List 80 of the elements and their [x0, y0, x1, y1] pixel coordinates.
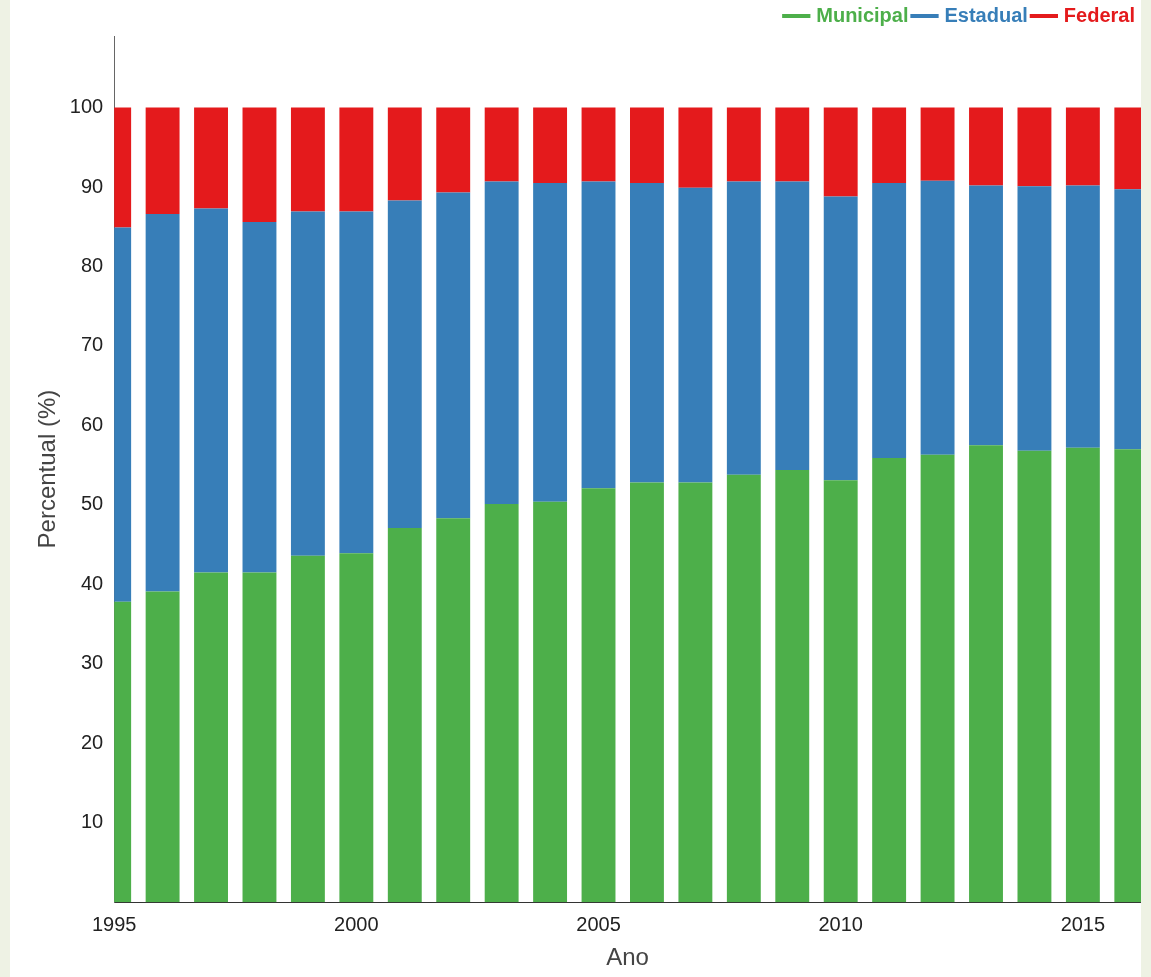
bar [194, 107, 228, 209]
bar [630, 183, 664, 483]
bar [1017, 186, 1052, 451]
bar [775, 181, 810, 470]
bar [678, 482, 713, 903]
bar [630, 482, 664, 903]
legend-label: Municipal [816, 3, 909, 26]
y-tick-label: 20 [80, 730, 104, 753]
bar [387, 200, 422, 528]
bar [678, 107, 713, 188]
bar [872, 183, 907, 458]
bar [726, 474, 761, 903]
bar [823, 107, 858, 197]
x-tick-label: 2000 [334, 912, 379, 935]
bar [533, 183, 568, 502]
bar [920, 107, 955, 181]
y-tick-label: 40 [80, 571, 104, 594]
bar [1065, 447, 1100, 903]
bar [1017, 450, 1052, 903]
x-tick-label: 1995 [91, 912, 137, 935]
bar [630, 107, 664, 184]
bar [436, 107, 471, 193]
x-tick-label: 2005 [576, 912, 621, 935]
y-tick-label: 80 [80, 253, 104, 276]
bar [339, 107, 374, 212]
bar [194, 572, 228, 903]
bar [484, 107, 519, 182]
bar [1017, 107, 1052, 187]
bar [969, 445, 1003, 903]
y-tick-label: 10 [80, 810, 104, 833]
bar [339, 553, 374, 903]
bar [920, 454, 955, 903]
bar [484, 181, 519, 505]
bar [290, 107, 325, 212]
bar [436, 192, 471, 519]
bar [726, 181, 761, 475]
bar [533, 501, 568, 903]
bar [145, 107, 180, 215]
bar [775, 107, 810, 182]
bar [872, 107, 907, 184]
x-axis-title: Ano [606, 943, 649, 971]
y-axis-title: Percentual (%) [33, 389, 61, 549]
y-tick-label: 30 [80, 651, 104, 674]
bar [242, 572, 277, 903]
bar [1065, 185, 1100, 448]
x-tick-label: 2015 [1060, 912, 1106, 935]
y-tick-label: 70 [80, 333, 104, 356]
y-tick-label: 100 [69, 95, 104, 118]
bar [1065, 107, 1100, 186]
bar [290, 211, 325, 556]
bar [581, 488, 616, 903]
bar [436, 518, 471, 903]
bar [872, 457, 907, 903]
bar [581, 107, 616, 182]
bar [726, 107, 761, 182]
bar [581, 181, 616, 489]
bar [145, 591, 180, 903]
y-tick-label: 50 [80, 492, 104, 515]
bar [145, 214, 180, 592]
bar [969, 185, 1003, 446]
bar [194, 208, 228, 573]
bar [678, 187, 713, 483]
bar [387, 107, 422, 201]
x-tick-label: 2010 [818, 912, 863, 935]
bar [823, 196, 858, 481]
bar [242, 221, 277, 573]
legend-label: Estadual [944, 3, 1028, 26]
bar [242, 107, 277, 222]
bar [387, 527, 422, 903]
y-tick-label: 60 [80, 412, 104, 435]
bar [823, 480, 858, 903]
bar [290, 555, 325, 903]
bar [484, 504, 519, 903]
bar [969, 107, 1003, 186]
legend-label: Federal [1063, 3, 1136, 26]
bar [533, 107, 568, 184]
bar [775, 469, 810, 903]
bar [339, 211, 374, 554]
bar [920, 180, 955, 455]
y-tick-label: 90 [80, 174, 104, 197]
